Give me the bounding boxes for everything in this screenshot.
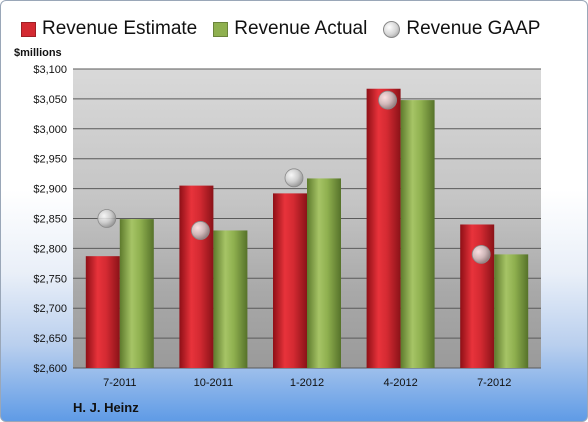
bar-revenue-estimate	[366, 88, 401, 368]
x-tick-label: 4-2012	[383, 377, 417, 389]
company-name: H. J. Heinz	[73, 400, 139, 415]
legend-label-estimate: Revenue Estimate	[42, 18, 198, 39]
bar-revenue-actual	[494, 254, 529, 368]
bar-revenue-estimate	[179, 185, 214, 368]
bar-revenue-actual	[307, 178, 341, 368]
y-tick-label: $2,850	[33, 214, 67, 226]
legend-swatch-estimate	[21, 21, 36, 37]
y-tick-label: $3,100	[33, 64, 67, 76]
y-tick-label: $2,800	[33, 243, 67, 255]
legend-label-actual: Revenue Actual	[234, 18, 368, 39]
marker-revenue-gaap	[97, 209, 117, 228]
y-tick-label: $3,050	[33, 94, 67, 106]
legend-item-gaap: Revenue GAAP	[383, 18, 540, 40]
marker-revenue-gaap	[284, 168, 304, 188]
legend-item-actual: Revenue Actual	[213, 18, 367, 40]
gaap-markers	[97, 90, 491, 264]
bar-revenue-estimate	[273, 193, 307, 368]
y-tick-label: $2,700	[33, 303, 67, 315]
legend-marker-gaap	[383, 20, 401, 38]
legend-label-gaap: Revenue GAAP	[406, 18, 541, 39]
marker-revenue-gaap	[190, 221, 210, 240]
legend-item-estimate: Revenue Estimate	[21, 18, 197, 40]
bar-revenue-actual	[119, 219, 154, 368]
bar-revenue-actual	[213, 230, 248, 368]
marker-revenue-gaap	[378, 90, 398, 110]
y-axis-ticks: $2,600 $2,650 $2,700 $2,750 $2,800 $2,850 $2,9…	[33, 64, 67, 375]
legend: Revenue Estimate Revenue Actual Revenue …	[21, 15, 556, 43]
x-tick-label: 10-2011	[194, 377, 234, 389]
bar-revenue-actual	[400, 100, 435, 368]
bar-revenue-estimate	[85, 256, 120, 368]
marker-revenue-gaap	[471, 244, 491, 264]
y-unit-label: $millions	[14, 47, 62, 59]
bars	[85, 88, 529, 368]
y-tick-label: $2,750	[33, 273, 67, 285]
y-tick-label: $3,000	[33, 124, 67, 136]
x-tick-label: 7-2011	[103, 377, 136, 389]
y-tick-label: $2,900	[33, 184, 67, 196]
y-tick-label: $2,650	[33, 333, 67, 345]
x-tick-label: 7-2012	[477, 377, 511, 389]
y-tick-label: $2,950	[33, 154, 67, 166]
x-tick-label: 1-2012	[290, 377, 324, 389]
y-tick-label: $2,600	[33, 363, 67, 375]
x-axis-ticks: 7-2011 10-2011 1-2012 4-2012 7-2012	[103, 377, 511, 389]
legend-swatch-actual	[213, 21, 229, 37]
